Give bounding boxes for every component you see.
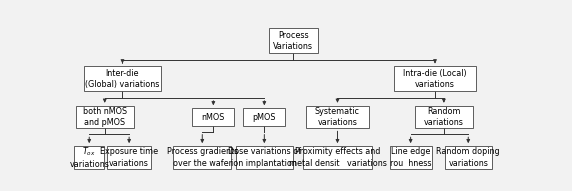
Text: Process
Variations: Process Variations	[273, 31, 313, 51]
FancyBboxPatch shape	[394, 66, 476, 91]
FancyBboxPatch shape	[307, 106, 368, 128]
Text: Random doping
variations: Random doping variations	[436, 147, 500, 168]
Text: $T_{ox}$
variations: $T_{ox}$ variations	[69, 146, 109, 169]
Text: Proximity effects and
metal densit   variations: Proximity effects and metal densit varia…	[288, 147, 387, 168]
Text: nMOS: nMOS	[202, 112, 225, 121]
Text: both nMOS
and pMOS: both nMOS and pMOS	[83, 107, 127, 127]
FancyBboxPatch shape	[303, 146, 372, 169]
FancyBboxPatch shape	[390, 146, 432, 169]
Text: Systematic
variations: Systematic variations	[315, 107, 360, 127]
FancyBboxPatch shape	[415, 106, 472, 128]
Text: Random
variations: Random variations	[424, 107, 464, 127]
FancyBboxPatch shape	[192, 108, 235, 126]
Text: Process gradients
over the wafer: Process gradients over the wafer	[166, 147, 238, 168]
Text: Intra-die (Local)
variations: Intra-die (Local) variations	[403, 69, 467, 89]
FancyBboxPatch shape	[243, 108, 285, 126]
Text: pMOS: pMOS	[253, 112, 276, 121]
Text: Dose variations of
ion implantation: Dose variations of ion implantation	[228, 147, 301, 168]
FancyBboxPatch shape	[74, 146, 104, 169]
FancyBboxPatch shape	[173, 146, 231, 169]
FancyBboxPatch shape	[445, 146, 491, 169]
Text: Inter-die
(Global) variations: Inter-die (Global) variations	[85, 69, 160, 89]
FancyBboxPatch shape	[236, 146, 293, 169]
FancyBboxPatch shape	[84, 66, 161, 91]
Text: Exposure time
variations: Exposure time variations	[100, 147, 158, 168]
FancyBboxPatch shape	[76, 106, 134, 128]
FancyBboxPatch shape	[269, 28, 317, 53]
FancyBboxPatch shape	[107, 146, 151, 169]
Text: Line edge
rou  hness: Line edge rou hness	[390, 147, 431, 168]
